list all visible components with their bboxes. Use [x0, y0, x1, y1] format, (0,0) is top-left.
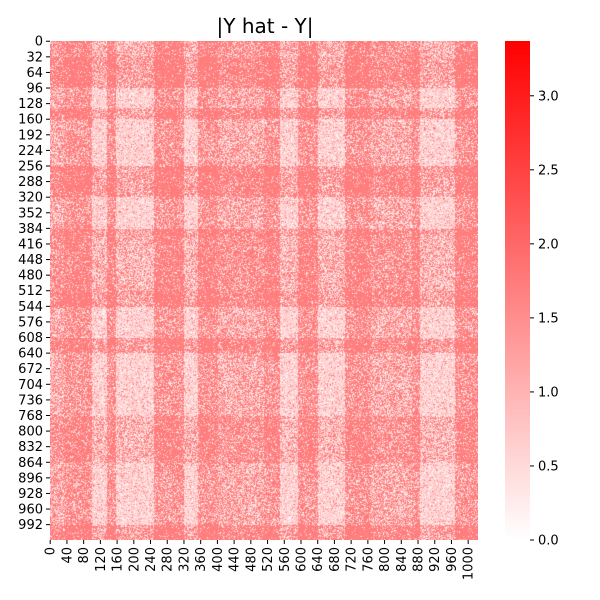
- x-tick-label: 360: [194, 547, 209, 572]
- y-axis: 0326496128160192224256288320352384416448…: [18, 35, 50, 533]
- x-tick-label: 560: [278, 547, 293, 572]
- y-tick-label: 928: [18, 487, 43, 502]
- x-tick-label: 80: [77, 547, 92, 564]
- y-tick-label: 736: [18, 393, 43, 408]
- y-tick-label: 480: [18, 269, 43, 284]
- y-tick-label: 32: [26, 50, 43, 65]
- y-tick-label: 864: [18, 456, 43, 471]
- heatmap-plot-area: [50, 41, 478, 540]
- y-tick-label: 384: [18, 222, 43, 237]
- y-tick-label: 96: [26, 82, 43, 97]
- y-tick-label: 672: [18, 362, 43, 377]
- y-tick-label: 192: [18, 128, 43, 143]
- x-tick-label: 600: [294, 547, 309, 572]
- y-tick-label: 352: [18, 206, 43, 221]
- colorbar-ticks: 0.0 0.5 1.0 1.5 2.0 2.5 3.0: [530, 89, 559, 549]
- x-tick-label: 120: [94, 547, 109, 572]
- colorbar-tick-label: 1.0: [538, 385, 559, 400]
- colorbar: 0.0 0.5 1.0 1.5 2.0 2.5 3.0: [505, 41, 559, 549]
- y-tick-label: 224: [18, 144, 43, 159]
- y-tick-label: 832: [18, 440, 43, 455]
- x-axis: 0 40 80 120 160 200 240 280 320 360 400 440 480 520 56…: [44, 540, 477, 580]
- x-tick-label: 480: [244, 547, 259, 572]
- y-tick-label: 608: [18, 331, 43, 346]
- colorbar-tick-label: 0.0: [538, 534, 559, 549]
- x-tick-label: 640: [311, 547, 326, 572]
- y-tick-label: 704: [18, 378, 43, 393]
- x-tick-label: 1000: [462, 547, 477, 580]
- y-tick-label: 800: [18, 425, 43, 440]
- colorbar-gradient: [505, 41, 530, 540]
- y-tick-label: 288: [18, 175, 43, 190]
- x-tick-label: 800: [378, 547, 393, 572]
- x-tick-label: 720: [345, 547, 360, 572]
- colorbar-tick-label: 0.5: [538, 459, 559, 474]
- x-tick-label: 920: [428, 547, 443, 572]
- x-tick-label: 400: [211, 547, 226, 572]
- y-tick-label: 64: [26, 66, 43, 81]
- x-tick-label: 160: [111, 547, 126, 572]
- y-tick-label: 576: [18, 315, 43, 330]
- y-tick-label: 768: [18, 409, 43, 424]
- x-tick-label: 680: [328, 547, 343, 572]
- x-tick-label: 880: [412, 547, 427, 572]
- x-tick-label: 0: [44, 547, 59, 555]
- colorbar-tick-label: 3.0: [538, 89, 559, 104]
- y-tick-label: 640: [18, 347, 43, 362]
- y-tick-label: 544: [18, 300, 43, 315]
- chart-title: |Y hat - Y|: [217, 14, 314, 38]
- y-tick-label: 992: [18, 518, 43, 533]
- heatmap-cells: [50, 41, 478, 540]
- x-tick-label: 200: [127, 547, 142, 572]
- y-tick-label: 896: [18, 471, 43, 486]
- x-tick-label: 760: [361, 547, 376, 572]
- x-tick-label: 320: [177, 547, 192, 572]
- x-tick-label: 280: [161, 547, 176, 572]
- y-tick-label: 448: [18, 253, 43, 268]
- y-tick-label: 0: [35, 35, 43, 50]
- x-tick-label: 960: [445, 547, 460, 572]
- x-tick-label: 440: [228, 547, 243, 572]
- y-tick-label: 960: [18, 503, 43, 518]
- x-tick-label: 40: [60, 547, 75, 564]
- colorbar-tick-label: 1.5: [538, 311, 559, 326]
- colorbar-tick-label: 2.5: [538, 163, 559, 178]
- y-tick-label: 160: [18, 113, 43, 128]
- y-tick-label: 416: [18, 237, 43, 252]
- y-tick-label: 512: [18, 284, 43, 299]
- colorbar-tick-label: 2.0: [538, 237, 559, 252]
- y-tick-label: 256: [18, 159, 43, 174]
- y-tick-label: 320: [18, 191, 43, 206]
- x-tick-label: 240: [144, 547, 159, 572]
- x-tick-label: 840: [395, 547, 410, 572]
- y-tick-label: 128: [18, 97, 43, 112]
- x-tick-label: 520: [261, 547, 276, 572]
